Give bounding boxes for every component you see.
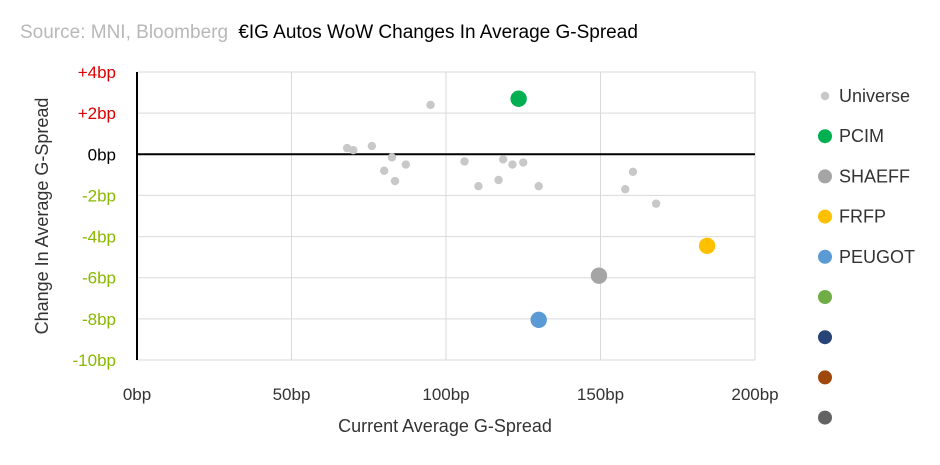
legend-label: SHAEFF [839,166,910,186]
y-tick-label: -4bp [82,228,116,247]
chart-title: Source: MNI, Bloomberg €IG Autos WoW Cha… [20,22,638,43]
legend-label: FRFP [839,207,886,227]
x-tick-label: 50bp [273,385,311,404]
peugot-point [530,311,547,329]
data-points [342,90,716,329]
x-tick-label: 200bp [731,385,778,404]
x-axis-ticks: 0bp 50bp 100bp 150bp 200bp [123,385,779,404]
chart-title-main: €IG Autos WoW Changes In Average G-Sprea… [238,22,638,43]
universe-point [380,166,389,175]
universe-point [426,100,435,110]
legend-marker [818,209,832,224]
universe-point [628,167,638,176]
x-tick-label: 0bp [123,385,151,404]
universe-point [367,141,377,151]
chart-source: Source: MNI, Bloomberg [20,22,228,43]
y-tick-label: -8bp [82,310,116,329]
universe-point [508,160,517,169]
legend-marker [818,290,832,304]
legend-marker [818,169,832,184]
legend-label: PEUGOT [839,247,915,267]
legend: Universe PCIM SHAEFF FRFP PEUGOT [818,86,915,425]
y-tick-label: -2bp [82,186,116,205]
universe-point [401,160,411,169]
universe-point [474,181,483,191]
y-axis-ticks: +4bp +2bp 0bp -2bp -4bp -6bp -8bp -10bp [73,63,116,370]
legend-marker [818,410,832,425]
y-tick-label: 0bp [88,145,116,164]
y-tick-label: -6bp [82,269,116,288]
universe-point [349,145,358,155]
shaeff-point [590,267,608,284]
y-tick-label: +4bp [78,63,116,82]
x-tick-label: 100bp [422,385,469,404]
legend-marker [818,249,832,264]
y-axis-label: Change In Average G-Spread [32,98,52,335]
universe-point [498,155,508,164]
universe-point [519,158,528,167]
legend-label: PCIM [839,126,884,146]
axes [136,72,755,360]
legend-marker [818,330,832,345]
x-tick-label: 150bp [577,385,624,404]
y-tick-label: +2bp [78,104,116,123]
legend-marker [818,129,832,144]
universe-point [387,153,397,162]
y-tick-label: -10bp [73,351,116,370]
universe-point [534,181,543,191]
universe-point [390,176,400,186]
gridlines [137,71,756,361]
legend-marker [818,370,832,385]
frfp-point [698,237,716,255]
pcim-point [510,90,527,107]
universe-point [651,199,661,208]
legend-label: Universe [839,86,910,106]
universe-point [460,157,469,166]
legend-marker [820,91,830,101]
universe-point [494,175,503,185]
universe-point [621,185,630,194]
x-axis-label: Current Average G-Spread [338,416,552,436]
